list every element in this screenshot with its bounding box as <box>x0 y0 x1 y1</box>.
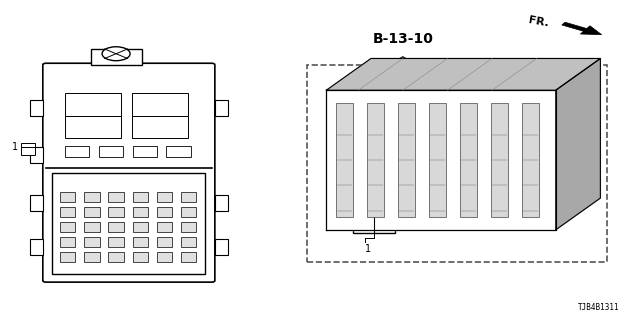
Bar <box>181 237 196 247</box>
Bar <box>60 222 76 232</box>
FancyBboxPatch shape <box>43 63 215 282</box>
Bar <box>84 252 100 261</box>
Bar <box>108 237 124 247</box>
Bar <box>157 252 172 261</box>
Bar <box>157 222 172 232</box>
Bar <box>20 142 35 155</box>
Bar <box>65 93 121 116</box>
Bar <box>377 205 392 209</box>
Bar <box>336 103 353 217</box>
Bar <box>181 192 196 202</box>
Text: B-13-10: B-13-10 <box>372 32 433 46</box>
FancyArrow shape <box>387 57 419 69</box>
Bar <box>181 207 196 217</box>
Bar <box>108 252 124 261</box>
Bar <box>132 192 148 202</box>
Bar <box>181 222 196 232</box>
Bar <box>356 205 372 209</box>
Text: TJB4B1311: TJB4B1311 <box>578 303 620 312</box>
Bar <box>60 192 76 202</box>
Bar <box>491 103 508 217</box>
Bar <box>132 116 188 138</box>
Bar <box>99 146 123 157</box>
Bar <box>30 239 43 255</box>
Bar <box>522 103 539 217</box>
Bar <box>65 146 90 157</box>
Bar <box>398 103 415 217</box>
Bar <box>215 195 228 211</box>
Bar <box>307 65 607 261</box>
Bar <box>108 222 124 232</box>
Bar <box>367 103 384 217</box>
Bar <box>460 103 477 217</box>
Bar <box>166 146 191 157</box>
Bar <box>60 252 76 261</box>
Text: 1: 1 <box>365 244 371 254</box>
Polygon shape <box>556 59 600 230</box>
Bar <box>84 222 100 232</box>
Bar <box>30 147 43 163</box>
Bar <box>52 173 205 274</box>
Bar <box>215 239 228 255</box>
Bar <box>108 207 124 217</box>
Bar <box>132 252 148 261</box>
Bar <box>181 252 196 261</box>
Bar <box>60 237 76 247</box>
Bar <box>91 49 141 65</box>
Bar <box>84 192 100 202</box>
Polygon shape <box>326 59 600 90</box>
Bar <box>132 146 157 157</box>
Text: FR.: FR. <box>527 15 549 29</box>
Bar <box>30 100 43 116</box>
Bar <box>157 207 172 217</box>
Bar <box>60 207 76 217</box>
Bar <box>157 192 172 202</box>
Bar <box>353 209 394 233</box>
FancyArrow shape <box>562 22 602 35</box>
Bar <box>65 116 121 138</box>
Bar <box>157 237 172 247</box>
Bar <box>132 222 148 232</box>
Bar <box>429 103 446 217</box>
Bar <box>132 93 188 116</box>
Bar <box>132 237 148 247</box>
Bar <box>215 100 228 116</box>
Bar <box>30 195 43 211</box>
Bar <box>108 192 124 202</box>
Polygon shape <box>326 90 556 230</box>
Circle shape <box>102 47 130 61</box>
Bar <box>132 207 148 217</box>
Bar <box>84 237 100 247</box>
Text: 1: 1 <box>12 142 19 152</box>
Bar <box>84 207 100 217</box>
